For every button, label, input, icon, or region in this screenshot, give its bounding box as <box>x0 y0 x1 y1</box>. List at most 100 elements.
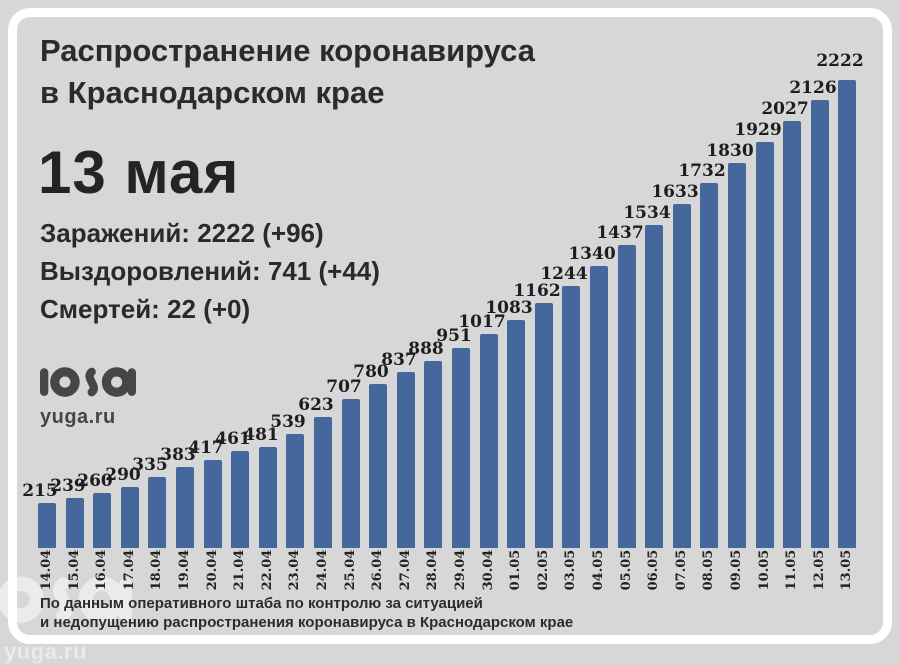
x-axis-tick-label: 09.05 <box>729 549 744 591</box>
bar-value-label: 1534 <box>623 203 671 223</box>
bar-value-label: 481 <box>243 425 279 445</box>
bar-value-label: 239 <box>50 476 86 496</box>
bar <box>479 334 498 548</box>
x-axis-tick-label: 07.05 <box>674 549 689 591</box>
bar <box>38 503 56 548</box>
x-axis-tick-label: 30.04 <box>481 549 496 591</box>
bar-value-label: 1017 <box>458 312 506 332</box>
bar-value-label: 335 <box>132 455 168 475</box>
bar <box>93 493 112 548</box>
bar-value-label: 888 <box>408 339 444 359</box>
x-axis-tick-label: 20.04 <box>205 549 220 591</box>
bar-value-label: 2027 <box>761 99 809 119</box>
bar <box>645 225 664 548</box>
x-axis-tick-label: 02.05 <box>536 549 551 591</box>
x-axis-tick-label: 10.05 <box>757 549 772 591</box>
x-axis-tick-label: 25.04 <box>343 549 358 591</box>
bar <box>617 245 636 548</box>
bar-value-label: 461 <box>215 429 251 449</box>
x-axis-tick-label: 11.05 <box>784 549 799 591</box>
x-axis-tick-label: 16.04 <box>94 549 109 591</box>
x-axis-tick-label: 24.04 <box>315 549 330 591</box>
bar <box>755 142 774 548</box>
bar-value-label: 1929 <box>734 120 782 140</box>
footer-note: По данным оперативного штаба по контролю… <box>40 595 573 632</box>
stat-deaths: Смертей: 22 (+0) <box>40 294 251 324</box>
yuga-logo-icon <box>40 367 136 397</box>
bar <box>590 266 608 548</box>
bar-value-label: 951 <box>436 326 472 346</box>
bar <box>258 447 277 548</box>
x-axis-tick-label: 19.04 <box>177 549 192 591</box>
bar <box>810 100 829 548</box>
bar-value-label: 780 <box>353 362 389 382</box>
bar <box>672 204 691 548</box>
bar <box>120 487 139 548</box>
x-axis-tick-label: 13.05 <box>839 549 854 591</box>
bar <box>341 399 360 548</box>
bar <box>507 320 526 548</box>
bar-value-label: 539 <box>270 412 306 432</box>
bar-value-label: 623 <box>298 395 334 415</box>
bar <box>369 384 388 548</box>
x-axis-tick-label: 15.04 <box>67 549 82 591</box>
bar-value-label: 837 <box>381 350 417 370</box>
bar <box>424 361 443 548</box>
x-axis-tick-label: 12.05 <box>812 549 827 591</box>
bar-value-label: 2126 <box>789 78 837 98</box>
bar-value-label: 417 <box>188 438 224 458</box>
bar <box>783 121 802 548</box>
x-axis-tick-label: 29.04 <box>453 549 468 591</box>
bar <box>286 434 305 548</box>
stat-recoveries: Выздоровлений: 741 (+44) <box>40 256 380 286</box>
x-axis-tick-label: 05.05 <box>619 549 634 591</box>
bar <box>700 183 719 548</box>
bar <box>396 372 415 548</box>
bar <box>562 286 581 548</box>
x-axis-tick-label: 28.04 <box>425 549 440 591</box>
x-axis-tick-label: 26.04 <box>370 549 385 591</box>
bar-value-label: 1083 <box>485 298 533 318</box>
bar-value-label: 1437 <box>596 223 644 243</box>
bar-value-label: 290 <box>105 465 141 485</box>
x-axis-tick-label: 06.05 <box>646 549 661 591</box>
bar <box>203 460 222 548</box>
date-heading: 13 мая <box>38 139 240 206</box>
x-axis-tick-label: 04.05 <box>591 549 606 591</box>
x-axis-tick-label: 23.04 <box>287 549 302 591</box>
title-line-1: Распространение коронавируса <box>40 33 535 68</box>
x-axis-tick-label: 18.04 <box>149 549 164 591</box>
bar <box>231 451 250 548</box>
x-axis-tick-label: 27.04 <box>398 549 413 591</box>
bar <box>452 348 470 548</box>
bar <box>148 477 167 548</box>
stat-infections: Заражений: 2222 (+96) <box>40 218 324 248</box>
bar-value-label: 1162 <box>513 281 561 301</box>
x-axis-tick-label: 21.04 <box>232 549 247 591</box>
footer-line-1: По данным оперативного штаба по контролю… <box>40 595 483 612</box>
page-title: Распространение коронавируса в Краснодар… <box>40 30 680 114</box>
bar-value-label: 707 <box>326 377 362 397</box>
x-axis-tick-label: 01.05 <box>508 549 523 591</box>
x-axis-tick-label: 22.04 <box>260 549 275 591</box>
footer-line-2: и недопущению распространения коронавиру… <box>40 613 574 631</box>
bar <box>314 417 332 548</box>
stats-block: Заражений: 2222 (+96) Выздоровлений: 741… <box>40 214 380 328</box>
bar-value-label: 1340 <box>568 244 616 264</box>
watermark-logo-icon <box>0 576 132 623</box>
bar-value-label: 260 <box>77 471 113 491</box>
bar-value-label: 383 <box>160 445 196 465</box>
bar-value-label: 215 <box>22 481 58 501</box>
x-axis-tick-label: 03.05 <box>563 549 578 591</box>
yuga-logo: yuga.ru <box>40 364 136 429</box>
x-axis-tick-label: 14.04 <box>39 549 54 591</box>
bar-value-label: 1633 <box>651 182 699 202</box>
x-axis-tick-label: 17.04 <box>122 549 137 591</box>
bar-value-label: 1732 <box>678 161 726 181</box>
bar-value-label: 2222 <box>816 51 864 71</box>
bar <box>534 303 553 548</box>
bar <box>728 163 746 548</box>
bar <box>65 498 84 548</box>
